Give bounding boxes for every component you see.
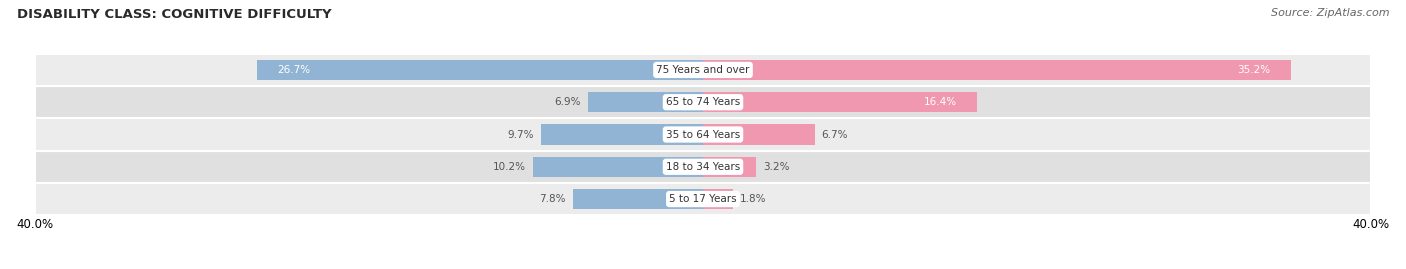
Text: 26.7%: 26.7% (277, 65, 311, 75)
Text: 18 to 34 Years: 18 to 34 Years (666, 162, 740, 172)
Bar (703, 189, 733, 209)
Text: 65 to 74 Years: 65 to 74 Years (666, 97, 740, 107)
Text: DISABILITY CLASS: COGNITIVE DIFFICULTY: DISABILITY CLASS: COGNITIVE DIFFICULTY (17, 8, 332, 21)
Text: 1.8%: 1.8% (740, 194, 766, 204)
Bar (35, 54, 1371, 86)
Text: 35 to 64 Years: 35 to 64 Years (666, 129, 740, 140)
Text: 6.7%: 6.7% (821, 129, 848, 140)
Bar (703, 157, 756, 177)
Text: 3.2%: 3.2% (763, 162, 790, 172)
Text: 10.2%: 10.2% (494, 162, 526, 172)
Bar (257, 60, 703, 80)
Text: 9.7%: 9.7% (508, 129, 534, 140)
Bar (572, 189, 703, 209)
Text: 5 to 17 Years: 5 to 17 Years (669, 194, 737, 204)
Bar (35, 86, 1371, 118)
Bar (588, 92, 703, 112)
Text: 75 Years and over: 75 Years and over (657, 65, 749, 75)
Bar (35, 151, 1371, 183)
Bar (35, 118, 1371, 151)
Bar (703, 125, 815, 144)
Bar (541, 125, 703, 144)
Text: 6.9%: 6.9% (554, 97, 581, 107)
Bar (533, 157, 703, 177)
Bar (703, 92, 977, 112)
Text: 35.2%: 35.2% (1237, 65, 1271, 75)
Text: 16.4%: 16.4% (924, 97, 956, 107)
Bar (35, 183, 1371, 215)
Text: 7.8%: 7.8% (540, 194, 567, 204)
Bar (703, 60, 1291, 80)
Text: Source: ZipAtlas.com: Source: ZipAtlas.com (1271, 8, 1389, 18)
